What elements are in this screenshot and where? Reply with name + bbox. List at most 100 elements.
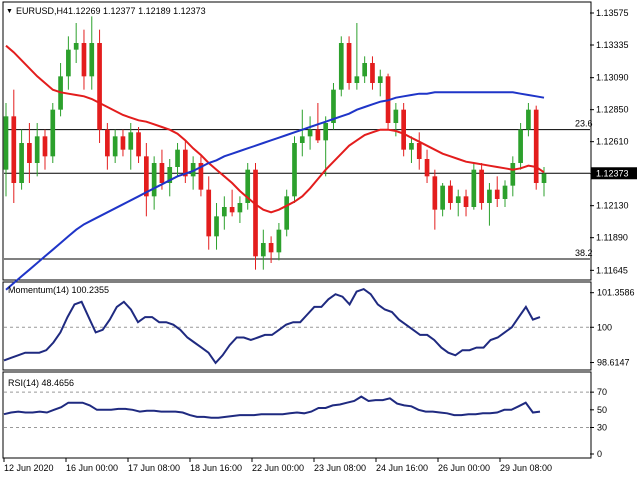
current-price-tag	[591, 167, 637, 180]
candle-body	[221, 207, 227, 217]
rsi-line	[3, 395, 541, 419]
price-tick-label: 1.13575	[596, 8, 629, 18]
candle-body	[346, 43, 352, 83]
candle-body	[315, 129, 321, 141]
time-tick-label: 17 Jun 08:00	[128, 463, 180, 473]
candle-body	[424, 159, 430, 177]
candle-body	[229, 207, 235, 213]
candle-body	[3, 116, 9, 170]
candle-body	[526, 109, 531, 130]
candle-body	[34, 136, 40, 163]
candle-body	[292, 143, 297, 197]
candle-body	[190, 163, 196, 177]
candle-body	[455, 196, 461, 203]
candle-body	[112, 136, 118, 157]
momentum-pane-frame	[2, 281, 592, 371]
candle-body	[167, 167, 173, 183]
candle-body	[393, 109, 399, 123]
candle-body	[487, 189, 492, 203]
candle-body	[518, 129, 523, 163]
candle-body	[182, 149, 188, 177]
candle-body	[370, 63, 375, 83]
candle-body	[409, 143, 414, 150]
candle-body	[354, 76, 360, 83]
candle-body	[120, 136, 126, 150]
current-price-label: 1.12373	[596, 168, 629, 178]
candle-body	[440, 185, 445, 210]
candle-body	[245, 169, 251, 203]
rsi-pane-frame	[2, 371, 592, 459]
time-tick-label: 26 Jun 00:00	[438, 463, 490, 473]
candle-body	[533, 109, 539, 183]
candle-body	[416, 143, 422, 159]
candle-body	[331, 89, 336, 123]
candle-body	[276, 229, 282, 253]
time-tick-label: 23 Jun 08:00	[314, 463, 366, 473]
candle-body	[307, 129, 313, 137]
momentum-line	[3, 287, 541, 365]
candle-body	[362, 63, 368, 77]
axes: 1.13575 1.13335 1.13090 1.12850 1.12610 1.123…	[3, 8, 637, 473]
price-pane: 23.6 38.2	[3, 16, 593, 291]
candle-body	[73, 43, 79, 50]
candle-body	[136, 132, 141, 157]
candle-body	[338, 43, 344, 90]
candle-body	[284, 196, 290, 230]
level-label: 38.2	[575, 248, 593, 258]
candle-body	[471, 169, 477, 207]
candle-body	[299, 136, 305, 143]
time-tick-label: 12 Jun 2020	[4, 463, 54, 473]
price-tick-label: 1.11645	[596, 265, 628, 275]
level-label: 23.6	[575, 119, 593, 129]
candle-body	[175, 149, 180, 167]
candle-body	[377, 76, 383, 83]
price-tick-label: 1.12610	[596, 137, 629, 147]
price-tick-label: 1.13090	[596, 73, 629, 83]
rsi-tick-label: 50	[597, 405, 607, 415]
candle-body	[198, 163, 204, 190]
header-arrow[interactable]: ▼	[6, 8, 13, 15]
slow-ma-line	[5, 91, 545, 291]
candle-body	[11, 116, 17, 183]
price-pane-frame	[2, 1, 592, 281]
price-tick-label: 1.13335	[596, 40, 629, 50]
candle-body	[323, 123, 329, 141]
candle-body	[260, 243, 266, 257]
time-tick-label: 22 Jun 00:00	[252, 463, 304, 473]
fast-ma-line	[5, 44, 545, 214]
candle-body	[206, 189, 212, 237]
price-tick-label: 1.12850	[596, 105, 629, 115]
candle-body	[89, 43, 95, 77]
rsi-tick-label: 70	[597, 387, 607, 397]
chart-symbol: EURUSD,H4	[16, 6, 68, 16]
candle-body	[151, 163, 157, 197]
candle-body	[479, 169, 484, 203]
candle-body	[128, 132, 134, 150]
candle-body	[268, 243, 274, 253]
momentum-pane	[3, 287, 590, 365]
candle-body	[463, 196, 469, 207]
candle-body	[144, 156, 149, 197]
candle-body	[42, 136, 48, 157]
candle-body	[541, 173, 547, 183]
momentum-tick-label: 101.3586	[597, 288, 635, 298]
time-tick-label: 18 Jun 16:00	[190, 463, 242, 473]
price-tick-label: 1.12130	[596, 201, 629, 211]
candle-body	[66, 49, 71, 77]
candle-body	[494, 189, 500, 199]
time-tick-label: 24 Jun 16:00	[376, 463, 428, 473]
candle-body	[97, 43, 102, 130]
momentum-tick-label: 100	[597, 322, 612, 332]
candle-body	[448, 185, 453, 203]
chart-ohlc: 1.12269 1.12377 1.12189 1.12373	[68, 6, 206, 16]
candle-body	[510, 163, 516, 186]
candle-body	[214, 216, 219, 237]
momentum-title: Momentum(14) 100.2355	[8, 285, 109, 295]
candle-body	[19, 143, 24, 183]
candle-body	[237, 203, 243, 213]
time-tick-label: 16 Jun 00:00	[66, 463, 118, 473]
candle-body	[105, 129, 110, 157]
candle-body	[502, 185, 508, 199]
candle-body	[401, 109, 406, 150]
